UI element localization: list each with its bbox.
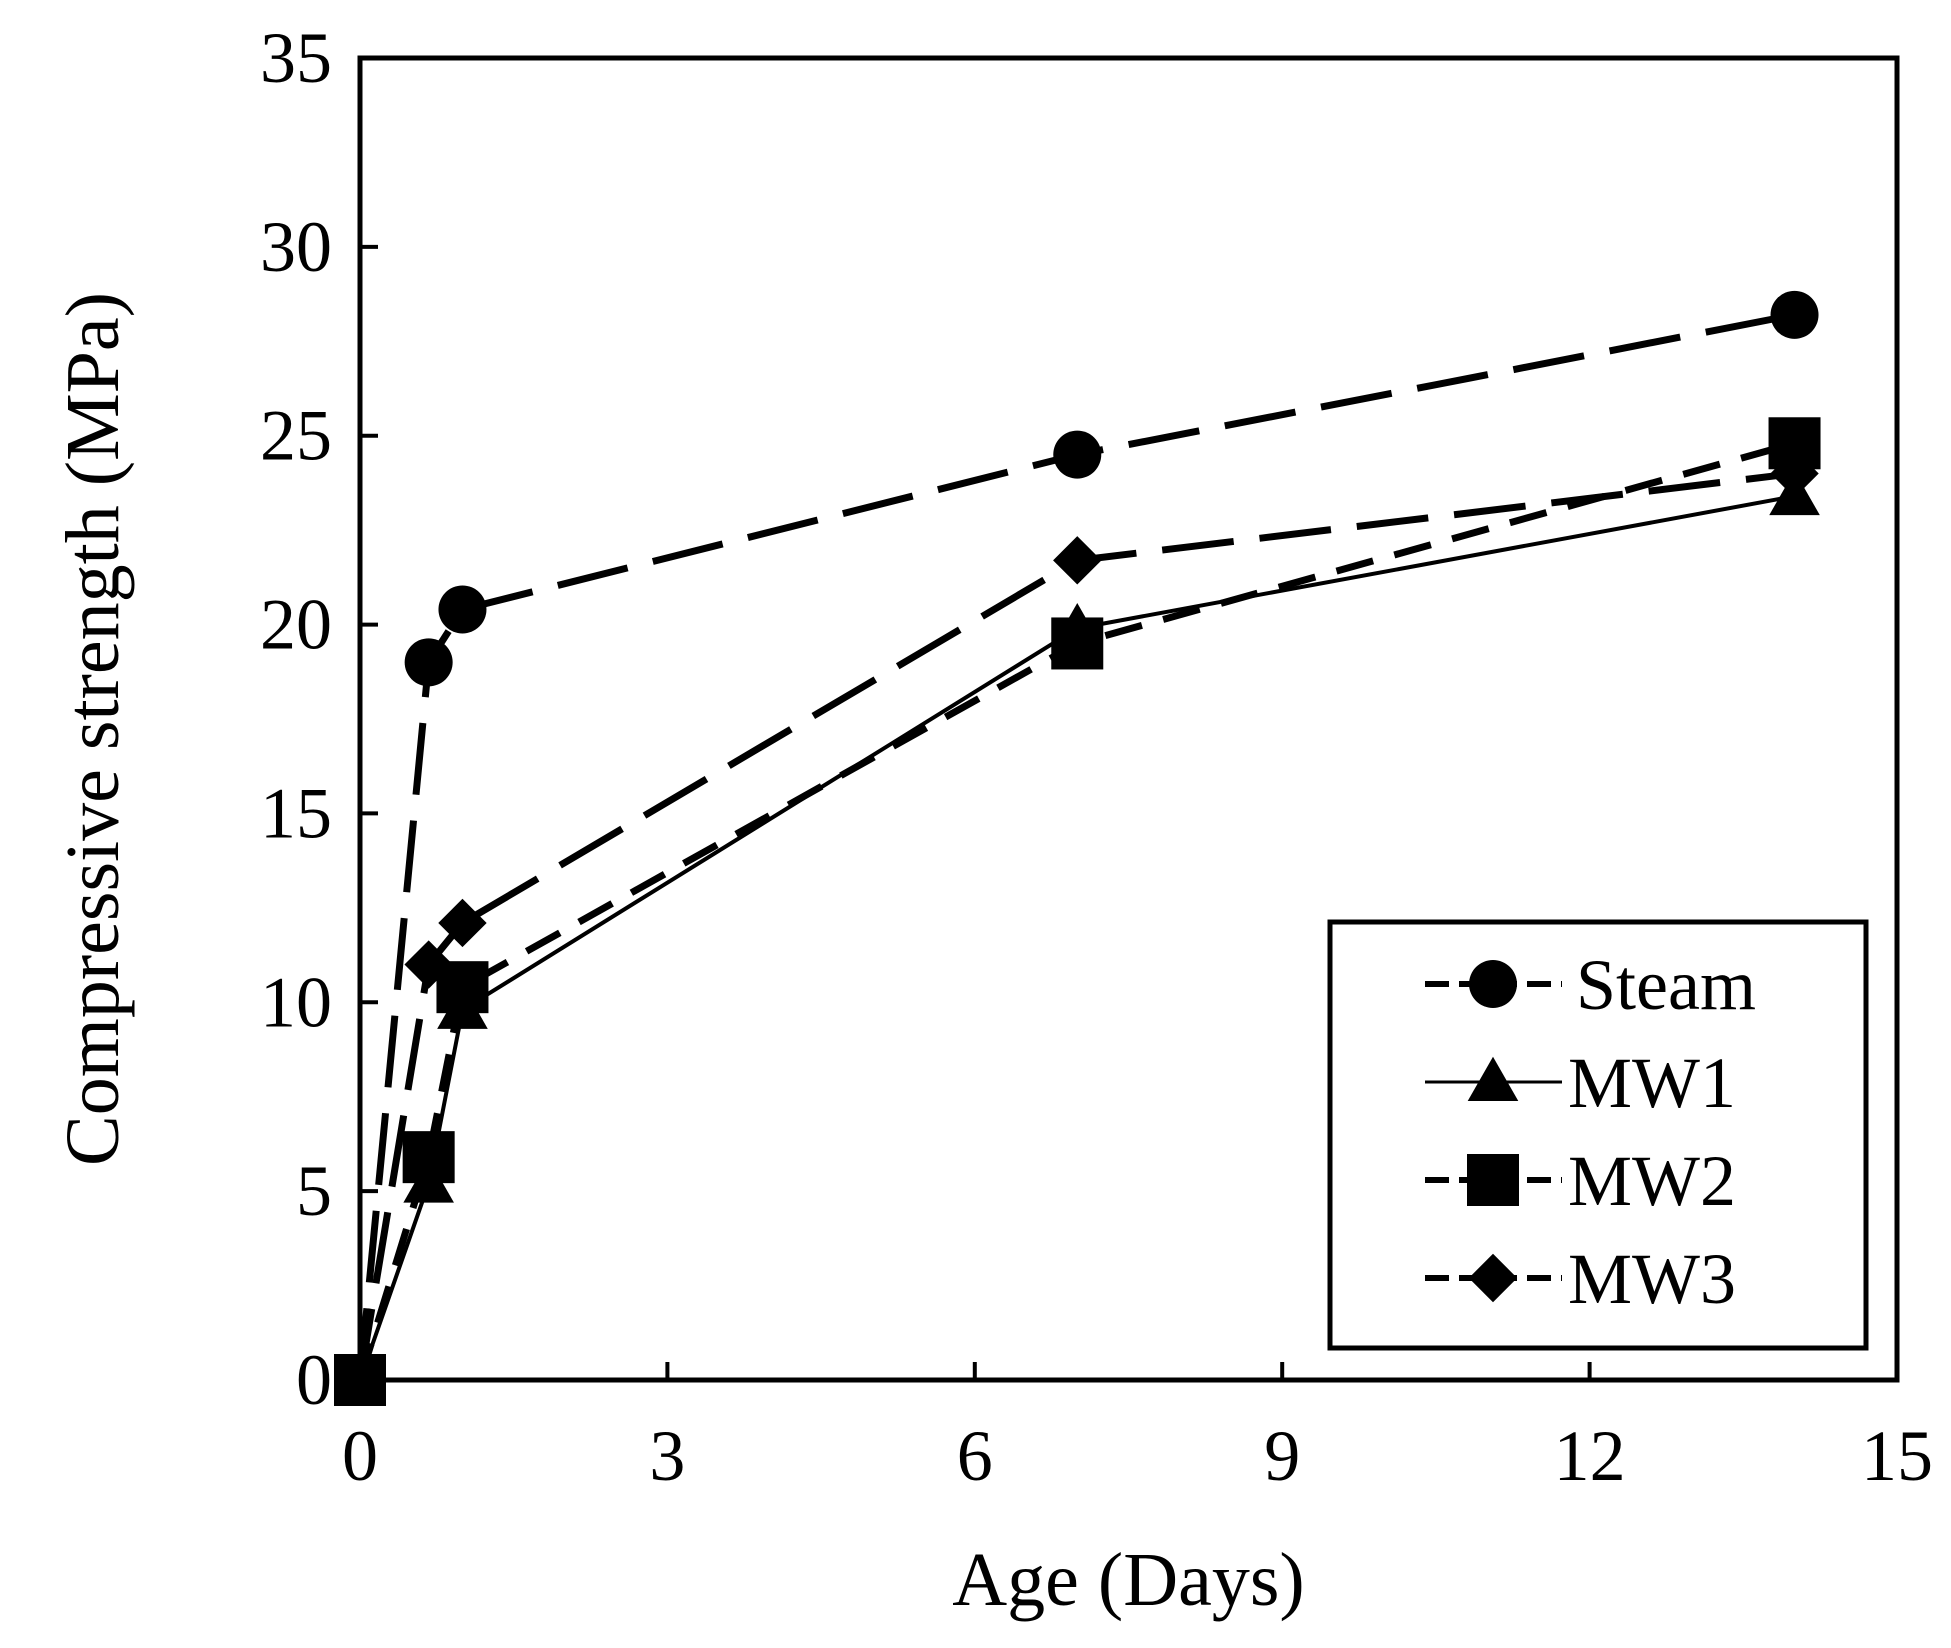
data-point-mw2	[402, 1131, 455, 1184]
y-tick-label: 25	[260, 396, 332, 476]
series-line-mw2	[356, 439, 1796, 1382]
legend-marker-steam	[1469, 960, 1517, 1008]
legend-box	[1327, 919, 1869, 1351]
y-tick-label: 20	[260, 585, 332, 665]
legend-label-mw3: MW3	[1568, 1239, 1736, 1319]
data-point-mw3	[1053, 536, 1102, 585]
data-point-mw3	[438, 898, 487, 948]
data-point-steam	[404, 638, 453, 687]
data-point-steam	[438, 585, 487, 634]
legend-label-mw2: MW2	[1568, 1141, 1736, 1221]
x-tick-label: 6	[957, 1416, 993, 1496]
series-line-mw3	[356, 470, 1795, 1381]
y-tick-label: 0	[296, 1340, 332, 1420]
y-tick-label: 35	[260, 18, 332, 98]
y-tick-label: 10	[260, 962, 332, 1042]
data-point-mw2	[1051, 617, 1104, 670]
x-tick-label: 3	[649, 1416, 685, 1496]
plot-frame	[357, 55, 1900, 1383]
y-tick-label: 15	[260, 773, 332, 853]
data-point-steam	[1053, 430, 1102, 479]
legend-marker-mw1	[1467, 1056, 1519, 1101]
x-tick-label: 15	[1861, 1416, 1933, 1496]
legend-label-steam: Steam	[1576, 945, 1756, 1025]
data-point-mw3	[404, 940, 453, 989]
legend-marker-mw3	[1468, 1253, 1518, 1303]
y-tick-label: 30	[260, 207, 332, 287]
data-point-steam	[1770, 290, 1819, 339]
data-point-mw3	[335, 1355, 385, 1405]
data-point-mw3	[1770, 449, 1819, 498]
x-tick-label: 0	[342, 1416, 378, 1496]
x-tick-label: 9	[1264, 1416, 1300, 1496]
x-tick-label: 12	[1554, 1416, 1626, 1496]
y-axis-title: Compressive strength (MPa)	[51, 292, 135, 1166]
x-axis-title: Age (Days)	[952, 1538, 1304, 1622]
y-tick-label: 5	[296, 1151, 332, 1231]
legend-marker-mw2	[1467, 1154, 1519, 1206]
legend-label-mw1: MW1	[1568, 1043, 1736, 1123]
